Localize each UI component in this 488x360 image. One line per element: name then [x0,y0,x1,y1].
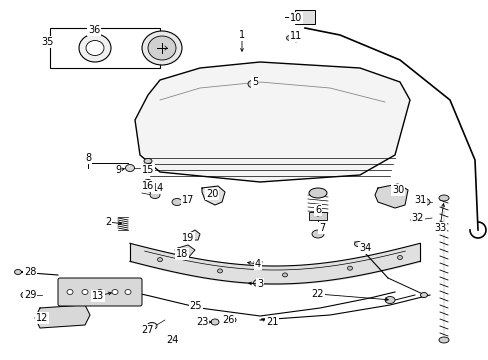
Ellipse shape [148,36,176,60]
FancyBboxPatch shape [58,278,142,306]
Text: 25: 25 [189,301,202,311]
Ellipse shape [253,279,262,287]
Text: 29: 29 [24,290,36,300]
Text: 33: 33 [433,223,445,233]
Text: 22: 22 [311,289,324,299]
Text: 35: 35 [42,37,54,47]
Ellipse shape [82,289,88,294]
Text: 24: 24 [165,335,178,345]
Polygon shape [374,184,407,208]
Ellipse shape [253,259,262,265]
Ellipse shape [286,36,293,40]
Text: 14: 14 [152,183,164,193]
Ellipse shape [311,230,324,238]
Ellipse shape [354,242,361,247]
Text: 15: 15 [142,165,154,175]
Ellipse shape [157,258,162,262]
Text: 5: 5 [251,77,258,87]
Ellipse shape [420,292,427,297]
Text: 16: 16 [142,181,154,191]
Text: 8: 8 [85,153,91,163]
Text: 20: 20 [205,189,218,199]
Polygon shape [135,62,409,182]
Text: 28: 28 [24,267,36,277]
Ellipse shape [227,317,236,323]
Text: 18: 18 [176,249,188,259]
Polygon shape [187,230,200,240]
Ellipse shape [112,289,118,294]
Text: 6: 6 [314,205,321,215]
Text: 34: 34 [358,243,370,253]
Text: 23: 23 [195,317,208,327]
Ellipse shape [150,192,160,198]
Ellipse shape [143,180,152,184]
Text: 21: 21 [265,317,278,327]
Ellipse shape [67,289,73,294]
Ellipse shape [97,289,103,294]
Bar [294,10,314,24]
Text: 27: 27 [142,325,154,335]
Text: 30: 30 [391,185,403,195]
Text: 17: 17 [182,195,194,205]
Ellipse shape [147,323,157,329]
Ellipse shape [282,273,287,277]
Ellipse shape [217,269,222,273]
Ellipse shape [410,217,418,223]
Text: 13: 13 [92,291,104,301]
Text: 19: 19 [182,233,194,243]
Text: 12: 12 [36,313,48,323]
Text: 2: 2 [104,217,111,227]
Ellipse shape [384,297,394,303]
Ellipse shape [247,81,256,87]
Bar [308,212,326,220]
Ellipse shape [142,31,182,65]
Ellipse shape [168,337,176,343]
Ellipse shape [125,165,134,171]
Ellipse shape [143,158,152,163]
Polygon shape [35,305,90,328]
Text: 10: 10 [289,13,302,23]
Text: 32: 32 [411,213,423,223]
Ellipse shape [347,266,352,270]
Text: 11: 11 [289,31,302,41]
Text: 3: 3 [256,279,263,289]
Ellipse shape [397,256,402,260]
Ellipse shape [21,292,29,298]
Ellipse shape [125,289,131,294]
Polygon shape [202,186,224,205]
Ellipse shape [210,319,219,325]
Ellipse shape [438,195,448,201]
Text: 9: 9 [115,165,121,175]
Ellipse shape [438,337,448,343]
Text: 31: 31 [413,195,425,205]
Ellipse shape [15,270,21,274]
Ellipse shape [86,40,104,55]
Text: 1: 1 [239,30,244,40]
Ellipse shape [79,34,111,62]
Text: 7: 7 [318,223,325,233]
Ellipse shape [192,305,200,311]
Ellipse shape [419,198,429,206]
Ellipse shape [308,188,326,198]
Text: 4: 4 [254,259,261,269]
Text: 36: 36 [88,25,100,35]
Polygon shape [175,245,195,258]
Text: 26: 26 [222,315,234,325]
Ellipse shape [172,198,182,206]
